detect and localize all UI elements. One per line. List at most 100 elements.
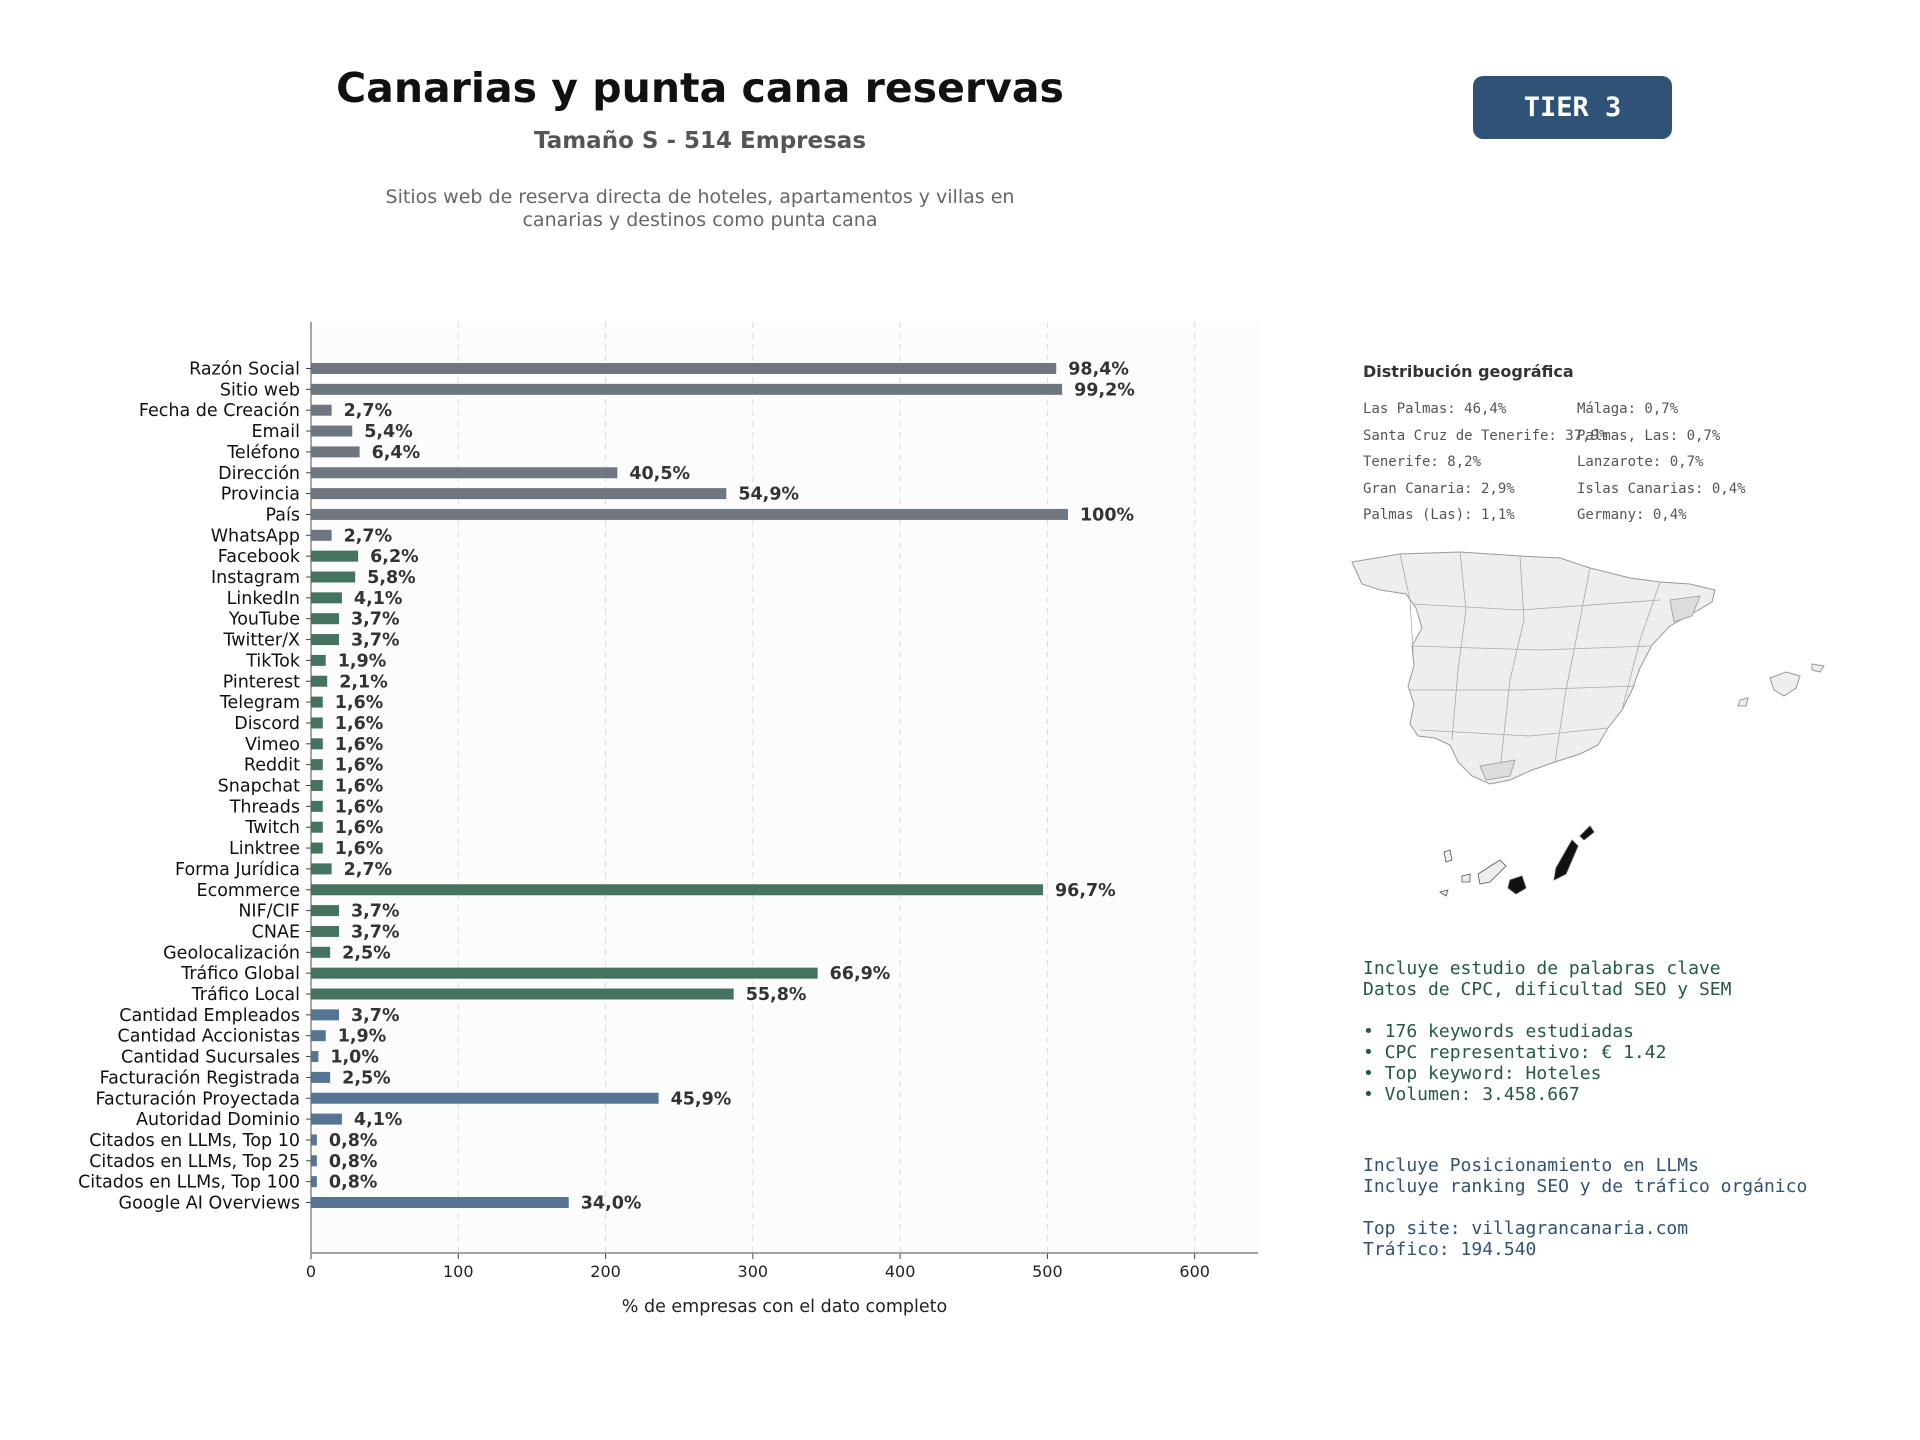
bar-value-label: 2,7% [344, 401, 393, 421]
bar [311, 1176, 317, 1188]
category-label: Cantidad Empleados [119, 1006, 300, 1026]
category-label: Reddit [244, 756, 300, 776]
category-label: Twitch [244, 818, 300, 838]
geo-item: Palmas (Las): 1,1% [1363, 507, 1515, 523]
bar-value-label: 2,5% [342, 943, 391, 963]
bar [311, 675, 328, 687]
bar [311, 425, 353, 437]
category-label: Tráfico Global [180, 964, 300, 984]
page-title: Canarias y punta cana reservas [336, 64, 1064, 112]
llm-top-site: Top site: villagrancanaria.com [1363, 1218, 1689, 1239]
bar-value-label: 0,8% [329, 1152, 378, 1172]
category-label: Dirección [218, 464, 300, 484]
bar [311, 1030, 326, 1042]
bar [311, 842, 323, 854]
category-label: Twitter/X [222, 631, 300, 651]
category-label: LinkedIn [227, 589, 300, 609]
keywords-bullet-4: • Volumen: 3.458.667 [1363, 1084, 1580, 1105]
bar-value-label: 3,7% [351, 631, 400, 651]
bar [311, 488, 727, 500]
geo-title: Distribución geográfica [1363, 362, 1574, 381]
category-label: Ecommerce [197, 881, 300, 901]
category-label: Google AI Overviews [119, 1194, 300, 1214]
bar [311, 905, 339, 917]
bar [311, 717, 323, 729]
bar [311, 550, 359, 562]
category-label: Instagram [211, 568, 300, 588]
bar-value-label: 3,7% [351, 902, 400, 922]
description-line-1: Sitios web de reserva directa de hoteles… [385, 186, 1015, 208]
category-label: Provincia [221, 485, 300, 505]
geo-item: Palmas, Las: 0,7% [1577, 427, 1721, 444]
bar [311, 884, 1043, 896]
bar [311, 1009, 339, 1021]
bar-value-label: 99,2% [1074, 380, 1135, 400]
bar [311, 988, 734, 1000]
fuerteventura [1553, 839, 1579, 881]
bar [311, 613, 339, 625]
province-lines [1399, 551, 1661, 771]
catalonia-highlight [1669, 595, 1701, 623]
category-label: Email [251, 422, 300, 442]
bar [311, 1155, 317, 1167]
bar-value-label: 96,7% [1055, 881, 1116, 901]
bar [311, 363, 1057, 374]
bar-value-label: 2,7% [344, 526, 393, 546]
bar-chart: 0 100 200 300 400 500 600 Razón Social 98,4% Siti… [78, 322, 1258, 1317]
llm-line-1: Incluye Posicionamiento en LLMs [1363, 1155, 1699, 1176]
bar [311, 1051, 319, 1063]
x-tick-label: 0 [306, 1262, 316, 1281]
el-hierro [1439, 889, 1449, 897]
category-label: WhatsApp [211, 526, 300, 546]
bar [311, 821, 323, 833]
bar-value-label: 1,6% [335, 756, 384, 776]
lanzarote [1579, 825, 1595, 841]
category-label: Vimeo [245, 735, 300, 755]
x-tick-label: 300 [738, 1262, 769, 1281]
llm-line-2: Incluye ranking SEO y de tráfico orgánic… [1363, 1176, 1808, 1197]
bar-value-label: 2,1% [339, 672, 388, 692]
keywords-bullet-2: • CPC representativo: € 1.42 [1363, 1042, 1667, 1063]
bar-value-label: 4,1% [354, 1110, 403, 1130]
page-subtitle: Tamaño S - 514 Empresas [533, 128, 867, 154]
bar [311, 404, 332, 416]
category-label: Sitio web [220, 380, 300, 400]
llm-traffic: Tráfico: 194.540 [1363, 1239, 1537, 1260]
category-label: Facturación Registrada [100, 1068, 300, 1088]
category-label: Cantidad Accionistas [117, 1027, 300, 1047]
x-tick-label: 100 [443, 1262, 474, 1281]
category-label: NIF/CIF [238, 902, 300, 922]
bar [311, 780, 323, 791]
bar-value-label: 98,4% [1068, 360, 1129, 380]
x-tick-label: 200 [590, 1262, 621, 1281]
description-line-2: canarias y destinos como punta cana [522, 209, 878, 231]
bar-value-label: 0,8% [329, 1173, 378, 1193]
bar [311, 654, 326, 666]
bar-value-label: 6,2% [370, 547, 419, 567]
bar-value-label: 1,6% [335, 735, 384, 755]
bar-value-label: 1,6% [335, 797, 384, 817]
bar-value-label: 1,6% [335, 714, 384, 734]
geo-item: Germany: 0,4% [1577, 507, 1687, 523]
bar-value-label: 66,9% [830, 964, 891, 984]
bar-value-label: 54,9% [738, 485, 799, 505]
plot-area [311, 322, 1258, 1253]
bar [311, 529, 332, 541]
bar [311, 592, 342, 604]
bar [311, 696, 323, 708]
category-label: Telegram [219, 693, 300, 713]
category-label: País [266, 505, 300, 525]
category-label: Forma Jurídica [175, 860, 300, 880]
la-gomera [1461, 873, 1471, 883]
bar-value-label: 1,6% [335, 693, 384, 713]
x-tick-label: 500 [1032, 1262, 1063, 1281]
bar [311, 467, 618, 479]
page-description: Sitios web de reserva directa de hoteles… [330, 186, 1070, 232]
bar [311, 634, 339, 646]
category-label: Pinterest [223, 672, 300, 692]
bar [311, 925, 339, 937]
bar [311, 1197, 569, 1208]
category-label: Facturación Proyectada [96, 1089, 300, 1109]
category-label: Citados en LLMs, Top 25 [89, 1152, 300, 1172]
geo-item: Santa Cruz de Tenerife: 37,9% [1363, 427, 1608, 444]
